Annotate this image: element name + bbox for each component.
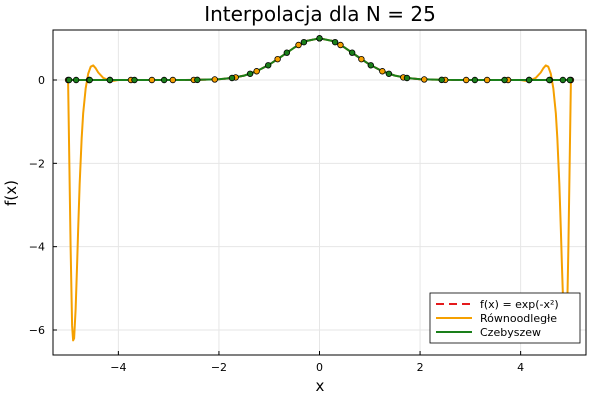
x-tick-label: 2 bbox=[417, 361, 424, 374]
node-point-1 bbox=[72, 76, 80, 84]
node-point-1 bbox=[316, 35, 323, 42]
node-point-1 bbox=[246, 70, 254, 77]
node-point-1 bbox=[385, 70, 393, 77]
y-axis-label: f(x) bbox=[2, 180, 20, 206]
node-point-1 bbox=[348, 49, 356, 56]
node-point-1 bbox=[438, 76, 445, 84]
node-point-0 bbox=[169, 76, 177, 84]
node-point-1 bbox=[300, 38, 308, 46]
y-tick-label: −4 bbox=[29, 241, 45, 254]
node-point-1 bbox=[331, 38, 339, 46]
x-tick-label: −2 bbox=[211, 361, 227, 374]
node-point-1 bbox=[283, 49, 291, 56]
node-point-1 bbox=[131, 76, 138, 84]
node-point-1 bbox=[525, 76, 533, 84]
x-tick-label: 4 bbox=[517, 361, 524, 374]
node-point-1 bbox=[566, 76, 574, 84]
x-tick-label: −4 bbox=[110, 361, 126, 374]
node-point-0 bbox=[358, 55, 365, 63]
node-point-1 bbox=[228, 74, 236, 82]
node-point-0 bbox=[253, 68, 260, 75]
node-point-1 bbox=[471, 76, 479, 84]
node-point-0 bbox=[421, 76, 428, 83]
node-point-1 bbox=[367, 62, 374, 69]
chart-title: Interpolacja dla N = 25 bbox=[204, 2, 436, 26]
node-point-0 bbox=[274, 55, 281, 63]
legend-label: f(x) = exp(-x²) bbox=[480, 298, 559, 311]
node-point-1 bbox=[160, 76, 168, 84]
node-point-1 bbox=[106, 76, 114, 84]
node-point-1 bbox=[546, 76, 553, 84]
x-tick-label: 0 bbox=[316, 361, 323, 374]
legend-label: Równoodległe bbox=[480, 312, 557, 325]
node-point-1 bbox=[559, 76, 567, 84]
node-point-1 bbox=[265, 62, 272, 69]
node-point-0 bbox=[211, 76, 218, 83]
node-point-0 bbox=[462, 76, 470, 84]
node-point-0 bbox=[337, 41, 344, 49]
x-axis: −4 −2 0 2 4 bbox=[110, 351, 524, 374]
node-point-1 bbox=[86, 76, 93, 84]
y-tick-label: −2 bbox=[29, 157, 45, 170]
node-point-0 bbox=[379, 68, 386, 75]
node-point-0 bbox=[148, 76, 156, 84]
node-point-1 bbox=[194, 76, 201, 84]
legend-label: Czebyszew bbox=[480, 326, 541, 339]
node-point-1 bbox=[501, 76, 508, 84]
node-point-0 bbox=[295, 41, 302, 49]
x-axis-label: x bbox=[316, 377, 325, 395]
y-axis: −6 −4 −2 0 bbox=[29, 74, 57, 337]
y-tick-label: −6 bbox=[29, 324, 45, 337]
node-point-1 bbox=[65, 76, 73, 84]
y-tick-label: 0 bbox=[38, 74, 45, 87]
interpolation-nodes bbox=[64, 35, 575, 84]
node-point-0 bbox=[483, 76, 491, 84]
node-point-1 bbox=[403, 74, 411, 82]
